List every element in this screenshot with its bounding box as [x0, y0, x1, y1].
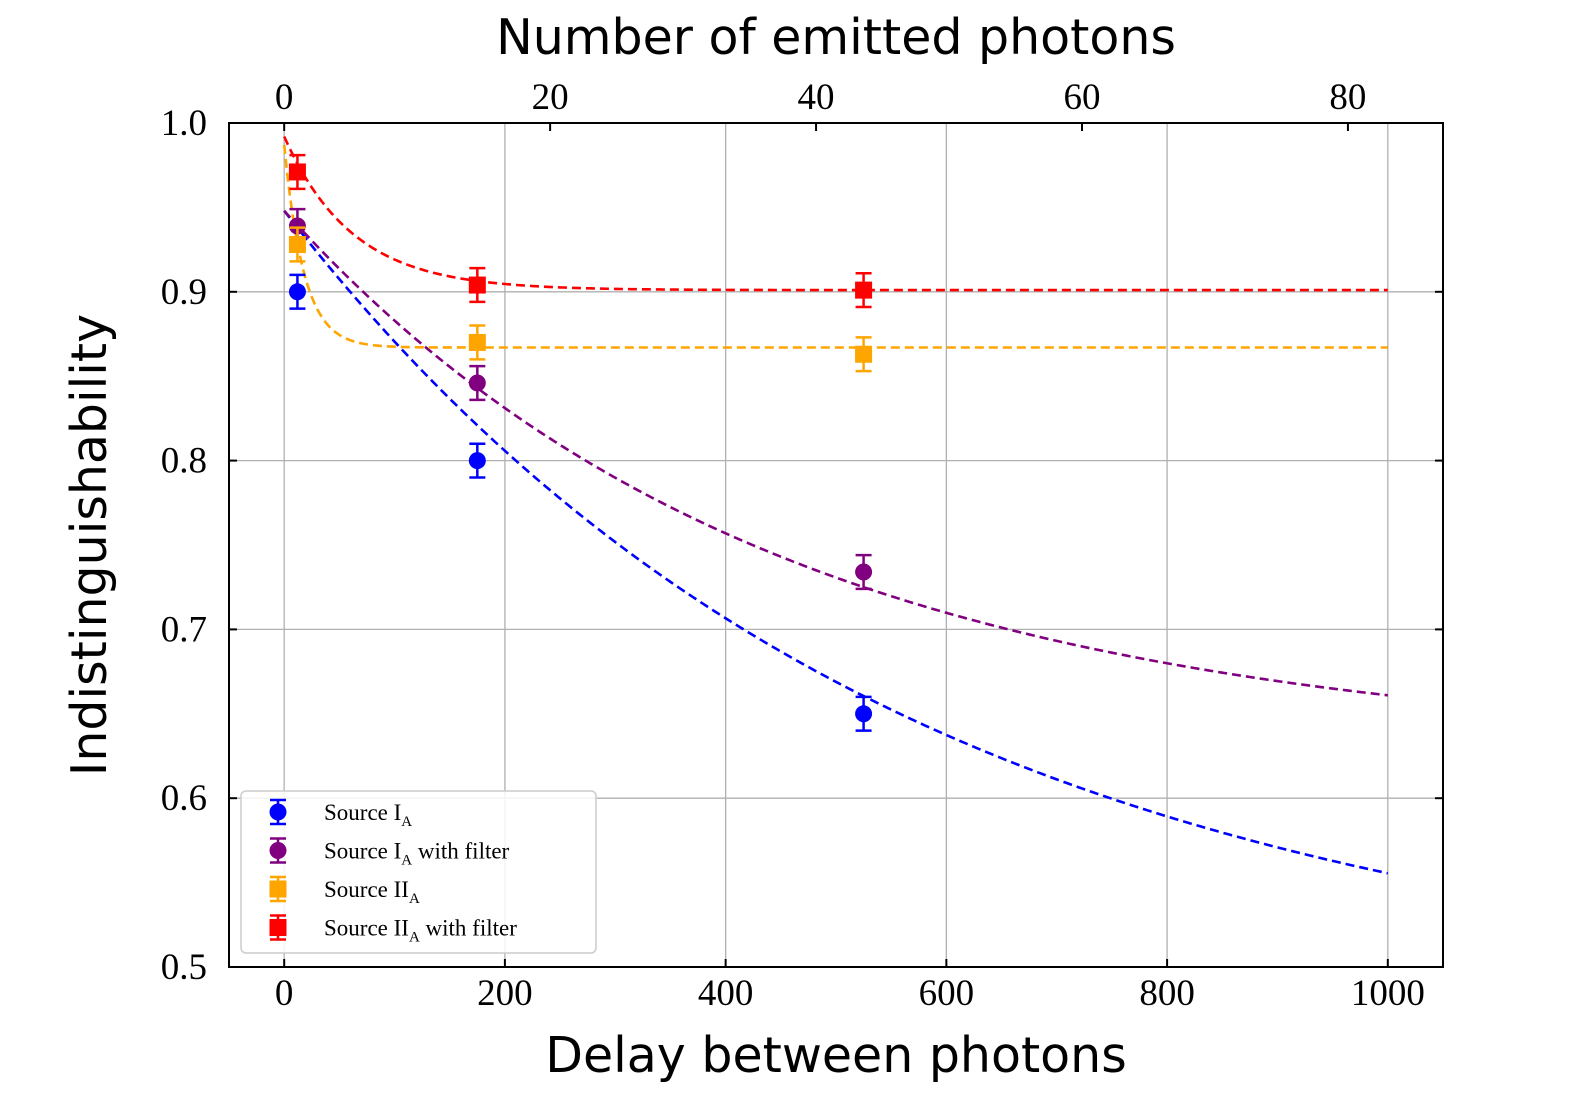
- x-tick-label: 0: [275, 973, 294, 1014]
- y-tick-label: 0.9: [161, 272, 207, 313]
- legend-entry: Source IA with filter: [269, 837, 510, 869]
- x-axis-title: Delay between photons: [545, 1027, 1126, 1084]
- legend-entry: Source IA: [269, 798, 412, 830]
- legend-marker: [269, 880, 287, 898]
- x-tick-label: 1000: [1351, 973, 1425, 1014]
- marker-square: [855, 281, 873, 299]
- legend-marker: [269, 919, 287, 936]
- legend: Source IA Source IA with filter Source IIA…: [240, 790, 597, 954]
- y-tick-label: 0.7: [161, 609, 207, 650]
- marker-square: [288, 236, 306, 254]
- legend-entry: Source IIA: [269, 875, 420, 907]
- top-axis-title: Number of emitted photons: [496, 9, 1176, 66]
- marker-square: [288, 163, 306, 181]
- plot-frame: [228, 122, 1444, 968]
- marker-circle: [288, 217, 306, 235]
- top-tick-label: 80: [1329, 77, 1366, 118]
- legend-label: Source IA: [324, 800, 412, 830]
- fit-curve: [283, 209, 1388, 697]
- marker-square: [855, 345, 873, 363]
- legend-box: [240, 790, 597, 954]
- fit-curve: [282, 135, 1388, 292]
- marker-square: [468, 333, 486, 351]
- marker-circle: [468, 452, 486, 470]
- data-point: [855, 271, 873, 309]
- data-points: [288, 153, 873, 732]
- legend-marker: [269, 803, 287, 821]
- legend-label: Source IIA: [324, 877, 420, 907]
- marker-square: [468, 276, 486, 294]
- marker-circle: [855, 705, 873, 723]
- top-tick-label: 40: [798, 77, 835, 118]
- top-tick-label: 60: [1063, 77, 1100, 118]
- top-tick-label: 20: [532, 77, 569, 118]
- x-tick-label: 600: [919, 973, 975, 1014]
- marker-circle: [468, 374, 486, 392]
- data-point: [468, 364, 486, 402]
- x-tick-label: 800: [1139, 973, 1195, 1014]
- data-point: [288, 153, 306, 191]
- y-tick-label: 0.6: [161, 778, 207, 819]
- data-point: [855, 553, 873, 591]
- data-point: [855, 695, 873, 732]
- legend-entry: Source IIA with filter: [269, 914, 517, 946]
- data-point: [288, 273, 306, 310]
- ticks: 0 200 400 600 800 1000 0 20 40 60 80 0.5 0.6 0.7 0.8 0.…: [161, 77, 1443, 1014]
- legend-label: Source IIA with filter: [324, 916, 517, 946]
- fit-curves: [282, 135, 1389, 875]
- x-tick-label: 200: [477, 973, 533, 1014]
- top-tick-label: 0: [275, 77, 294, 118]
- data-point: [468, 442, 486, 479]
- data-point: [468, 324, 486, 361]
- y-tick-label: 0.8: [161, 441, 207, 482]
- legend-label: Source IA with filter: [324, 839, 510, 869]
- data-point: [468, 266, 486, 304]
- fit-curve: [282, 144, 1388, 349]
- fit-curve: [283, 209, 1389, 875]
- y-tick-label: 1.0: [161, 103, 207, 144]
- data-point: [855, 336, 873, 373]
- y-tick-label: 0.5: [161, 947, 207, 988]
- legend-marker: [269, 842, 287, 859]
- marker-circle: [855, 563, 873, 581]
- data-point: [288, 226, 306, 263]
- marker-circle: [288, 283, 306, 301]
- x-tick-label: 400: [698, 973, 754, 1014]
- y-axis-title: Indistinguishability: [61, 314, 118, 776]
